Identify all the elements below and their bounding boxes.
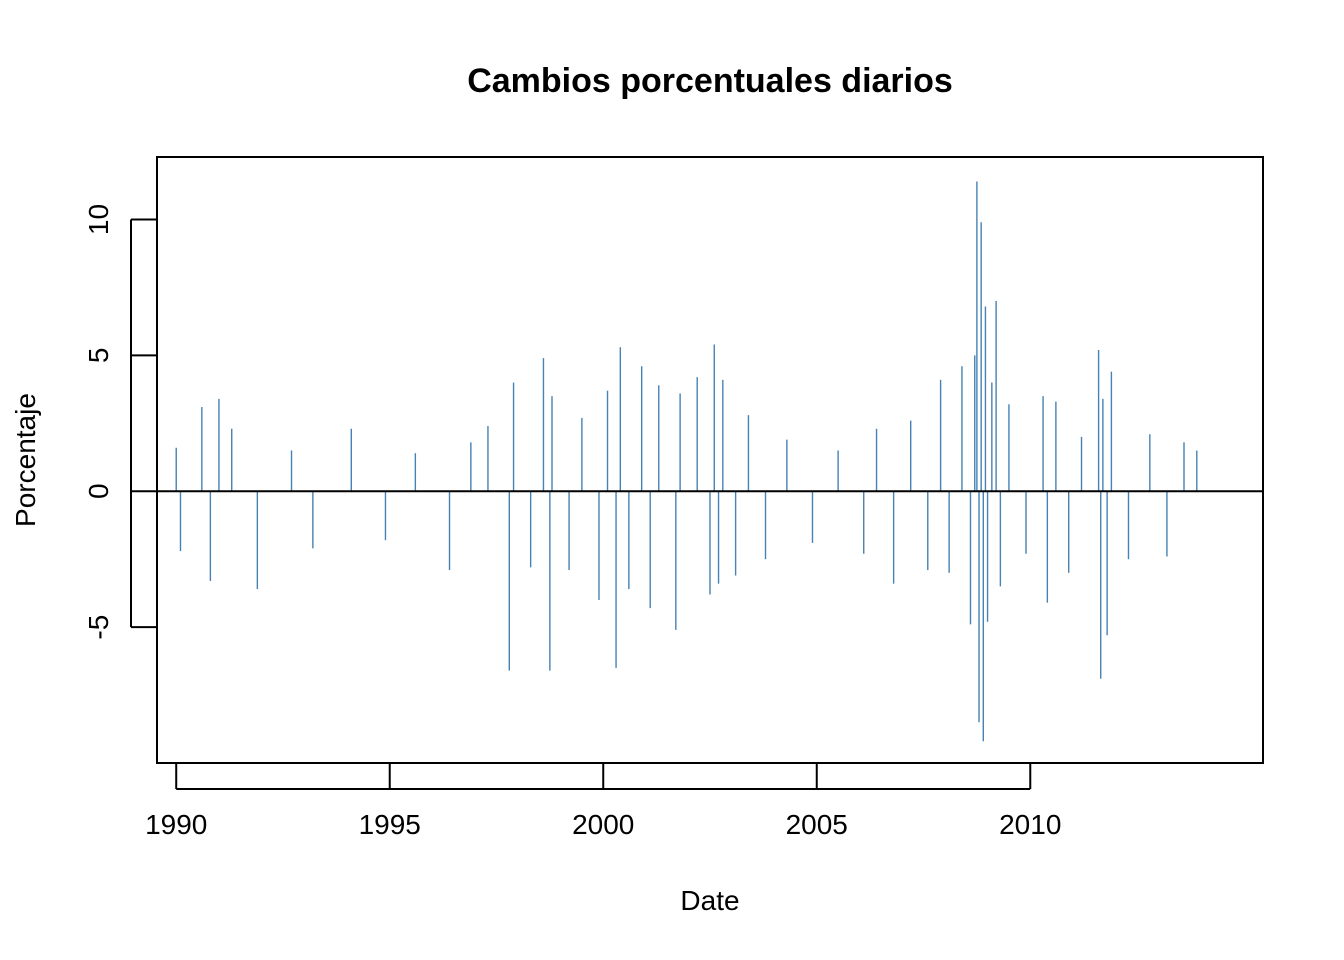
y-tick-label: -5 <box>83 615 114 640</box>
chart-title: Cambios porcentuales diarios <box>467 62 953 100</box>
bars-group <box>175 181 1198 742</box>
x-tick-label: 2005 <box>786 809 848 840</box>
y-tick-label: 5 <box>83 348 114 364</box>
x-tick-label: 2010 <box>999 809 1061 840</box>
x-tick-label: 2000 <box>572 809 634 840</box>
y-tick-label: 0 <box>83 483 114 499</box>
x-tick-label: 1990 <box>145 809 207 840</box>
y-axis-label: Porcentaje <box>10 393 41 527</box>
x-axis-label: Date <box>680 885 739 916</box>
plot-frame <box>156 156 1264 764</box>
y-tick-label: 10 <box>83 204 114 235</box>
x-axis: 1990 1995 2000 2005 2010 <box>145 763 1061 840</box>
x-tick-label: 1995 <box>359 809 421 840</box>
y-axis: -5 0 5 10 <box>83 204 157 640</box>
